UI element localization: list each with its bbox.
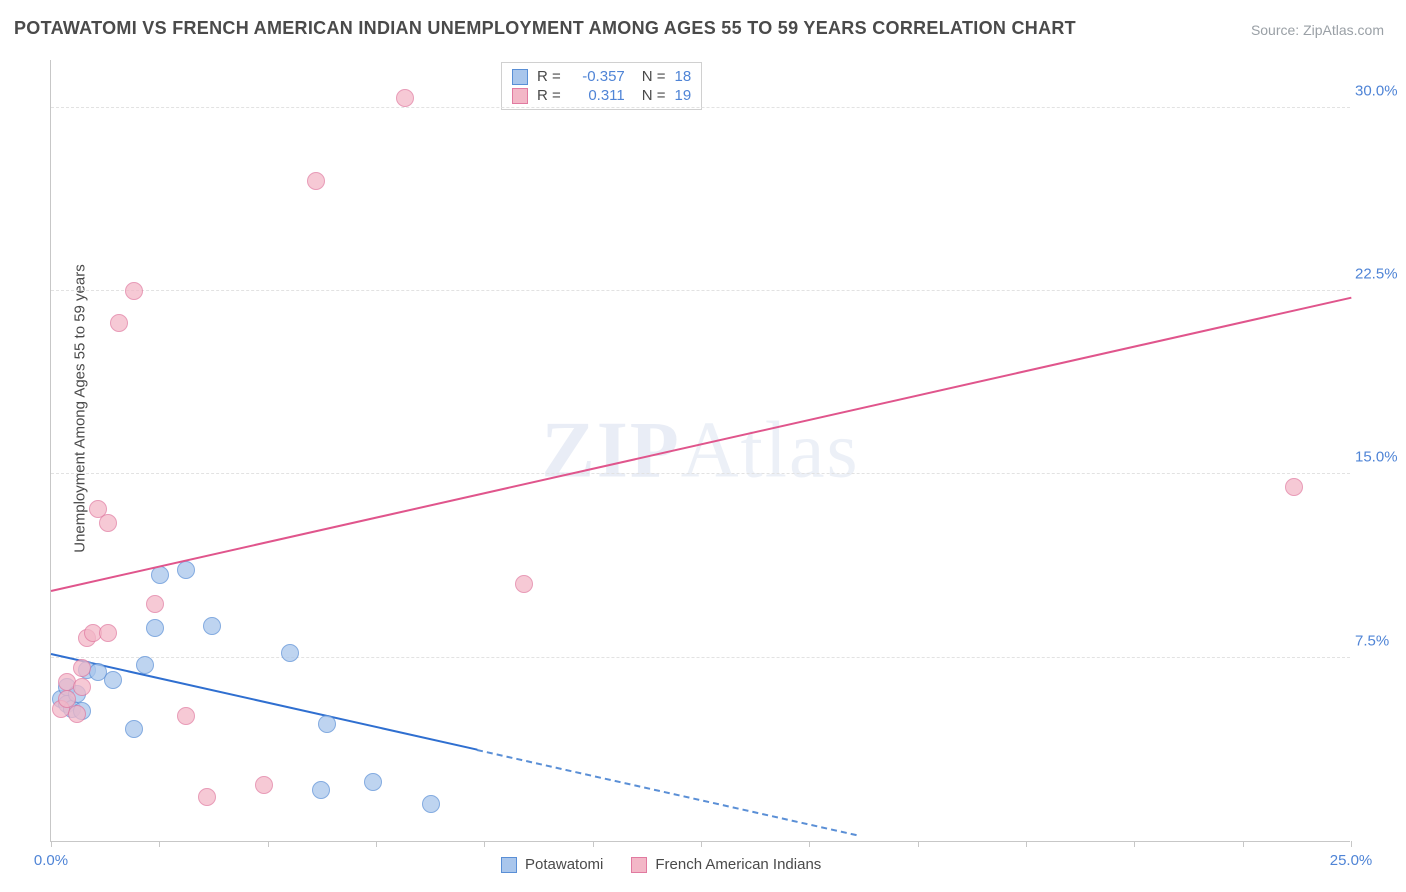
series-legend: Potawatomi French American Indians [501,856,821,873]
source-attribution: Source: ZipAtlas.com [1251,22,1384,38]
y-tick-label: 7.5% [1355,632,1406,649]
r-label: R = [537,68,561,85]
scatter-point [125,282,143,300]
legend-swatch [512,88,528,104]
scatter-point [99,514,117,532]
n-label: N = [642,87,666,104]
x-tick [51,841,52,847]
scatter-point [422,795,440,813]
scatter-point [110,314,128,332]
legend-label: Potawatomi [525,856,603,873]
legend-item: French American Indians [631,856,821,873]
scatter-point [68,705,86,723]
trend-line [51,653,478,751]
x-tick [159,841,160,847]
scatter-point [515,575,533,593]
scatter-point [177,707,195,725]
scatter-point [73,678,91,696]
chart-title: POTAWATOMI VS FRENCH AMERICAN INDIAN UNE… [14,18,1076,39]
gridline [51,657,1350,658]
x-tick [268,841,269,847]
legend-swatch [501,857,517,873]
gridline [51,473,1350,474]
source-label: Source: [1251,22,1303,38]
scatter-point [104,671,122,689]
gridline [51,290,1350,291]
scatter-point [396,89,414,107]
legend-swatch [512,69,528,85]
scatter-point [203,617,221,635]
legend-label: French American Indians [655,856,821,873]
x-tick-label: 25.0% [1330,852,1373,869]
x-tick [593,841,594,847]
x-tick [1026,841,1027,847]
scatter-point [255,776,273,794]
x-tick [918,841,919,847]
correlation-legend: R = -0.357 N = 18 R = 0.311 N = 19 [501,62,702,110]
x-tick [1134,841,1135,847]
gridline [51,107,1350,108]
n-value: 18 [675,68,692,85]
scatter-point [318,715,336,733]
x-tick [809,841,810,847]
source-value: ZipAtlas.com [1303,22,1384,38]
trend-line [477,749,857,836]
y-tick-label: 15.0% [1355,449,1406,466]
legend-row: R = 0.311 N = 19 [512,86,691,105]
n-value: 19 [675,87,692,104]
scatter-point [177,561,195,579]
legend-row: R = -0.357 N = 18 [512,67,691,86]
x-tick [376,841,377,847]
scatter-point [73,659,91,677]
x-tick [484,841,485,847]
scatter-point [1285,478,1303,496]
plot-area: ZIPAtlas R =-0.357N =18R =0.311N =19 Pot… [50,60,1350,842]
legend-swatch [631,857,647,873]
y-tick-label: 30.0% [1355,82,1406,99]
x-tick [1243,841,1244,847]
y-tick-label: 22.5% [1355,266,1406,283]
n-label: N = [642,68,666,85]
x-tick [1351,841,1352,847]
scatter-point [146,619,164,637]
r-value: 0.311 [570,87,625,104]
scatter-point [125,720,143,738]
scatter-point [146,595,164,613]
scatter-point [312,781,330,799]
r-label: R = [537,87,561,104]
trend-line [51,297,1351,592]
scatter-point [198,788,216,806]
scatter-point [307,172,325,190]
scatter-point [281,644,299,662]
legend-item: Potawatomi [501,856,603,873]
r-value: -0.357 [570,68,625,85]
x-tick-label: 0.0% [34,852,68,869]
scatter-point [364,773,382,791]
scatter-point [136,656,154,674]
scatter-point [99,624,117,642]
x-tick [701,841,702,847]
